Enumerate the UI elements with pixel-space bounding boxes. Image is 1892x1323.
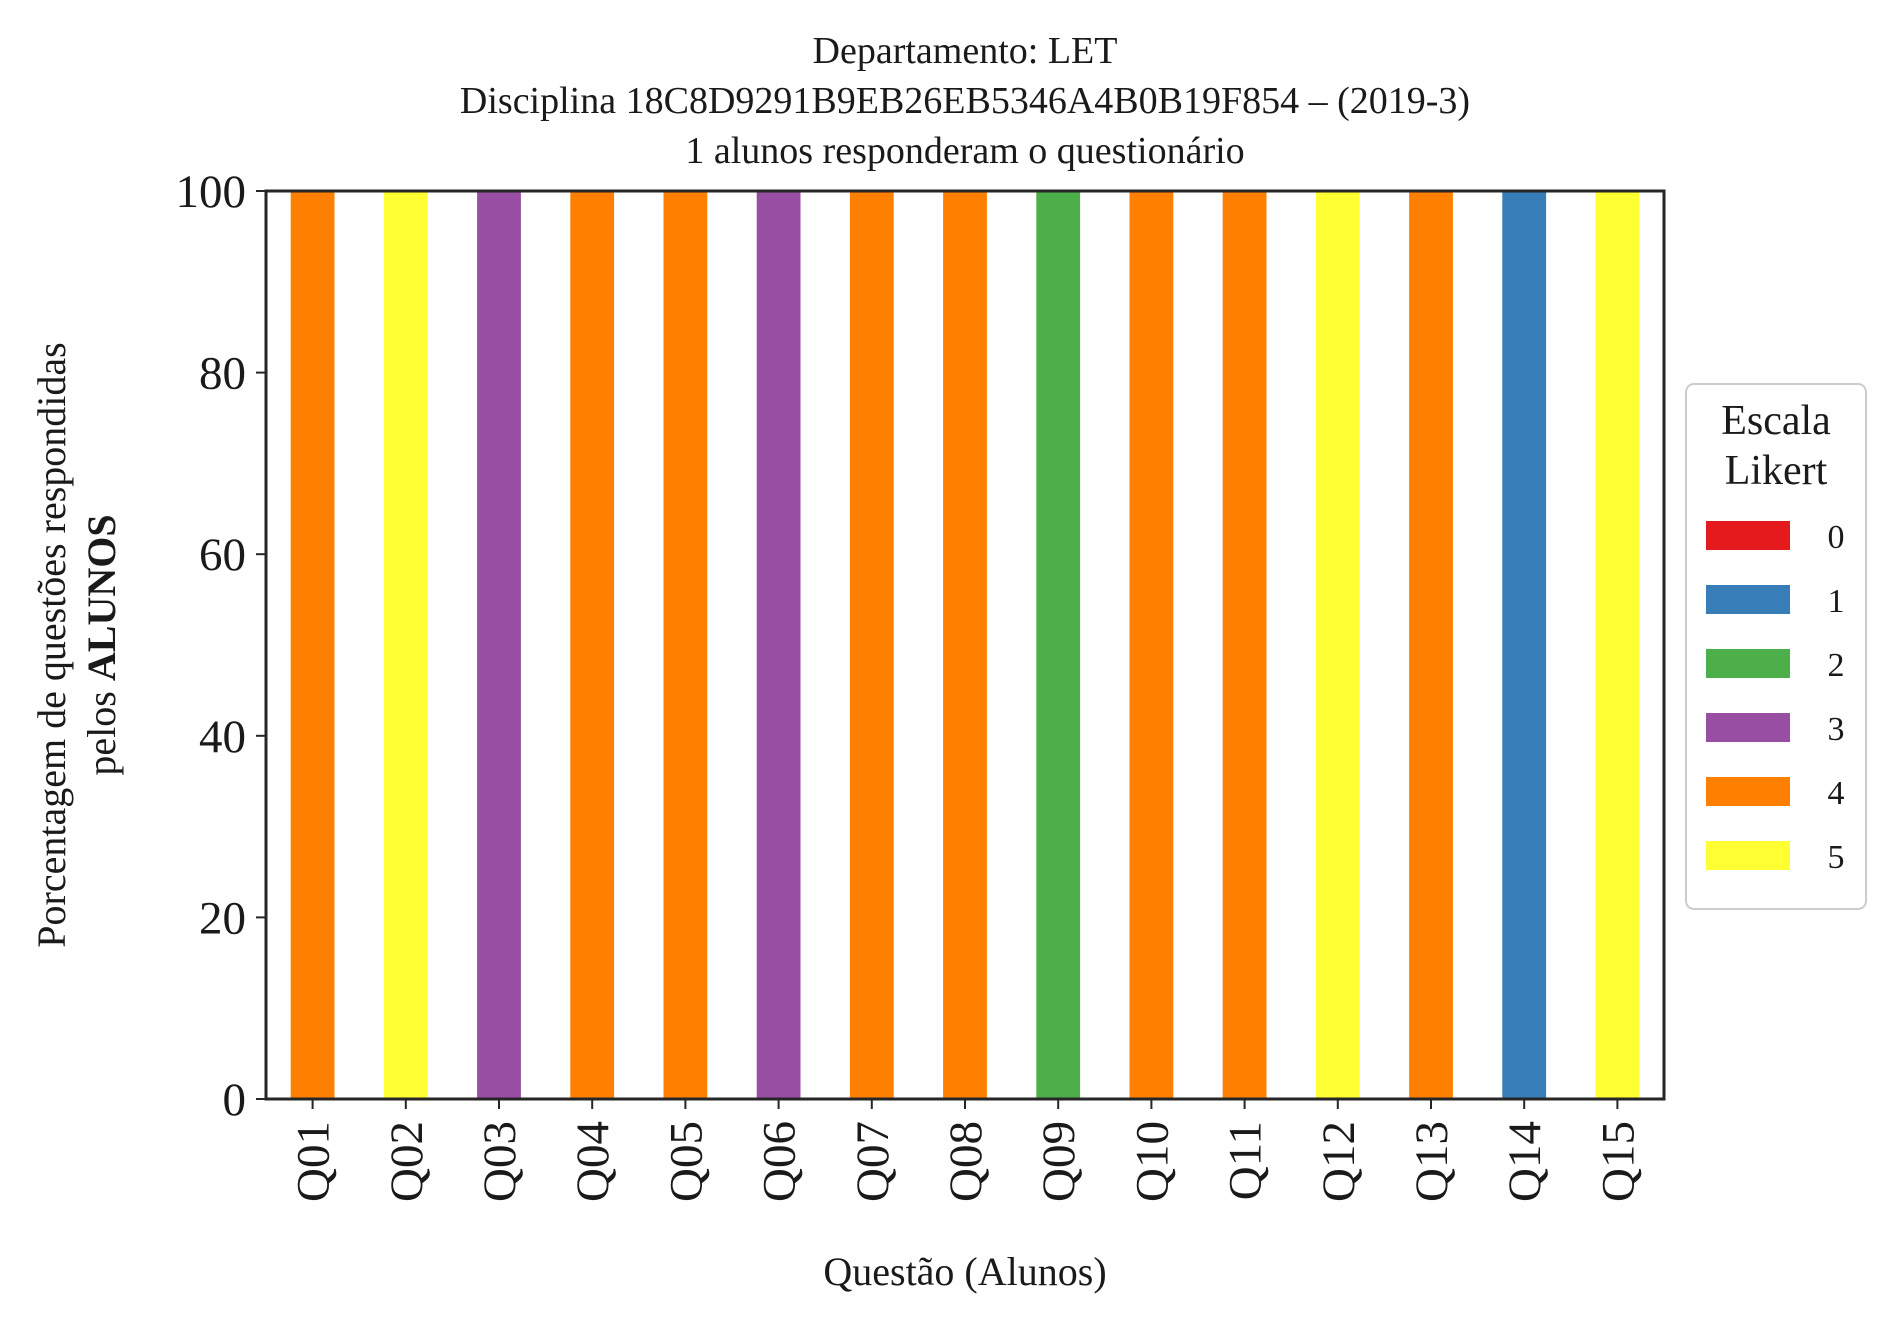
y-axis-label: Porcentagem de questões respondidas pelo…: [29, 342, 124, 947]
x-tick-label-q05: Q05: [660, 1121, 712, 1202]
y-axis-ticks: 0 20 40 60 80 100: [176, 166, 266, 1126]
bar-q14-scale-1: [1502, 191, 1547, 1099]
legend-swatch-1: [1706, 585, 1790, 614]
y-axis-label-bold: ALUNOS: [79, 514, 124, 681]
legend-swatch-3: [1706, 713, 1790, 742]
x-axis-ticks: Q01 Q02 Q03 Q04 Q05 Q06 Q07 Q08 Q09 Q10 Q11 Q12 Q13 Q…: [288, 1099, 1644, 1202]
x-tick-label-q04: Q04: [567, 1121, 619, 1202]
x-tick-label-q15: Q15: [1592, 1121, 1644, 1202]
bar-q15-scale-5: [1595, 191, 1640, 1099]
bar-q07-scale-4: [849, 191, 894, 1099]
legend-swatch-0: [1706, 521, 1790, 550]
legend-label-1: 1: [1828, 583, 1845, 620]
title-line-2: Disciplina 18C8D9291B9EB26EB5346A4B0B19F…: [460, 80, 1470, 122]
bar-q12-scale-5: [1315, 191, 1360, 1099]
y-tick-label-0: 0: [223, 1074, 247, 1126]
bar-q01-scale-4: [290, 191, 335, 1099]
bars-layer: [290, 191, 1640, 1099]
bar-q10-scale-4: [1129, 191, 1174, 1099]
y-tick-label-40: 40: [199, 711, 246, 763]
bar-q13-scale-4: [1409, 191, 1453, 1099]
bar-q02-scale-5: [383, 191, 428, 1099]
y-axis-label-prefix: pelos: [79, 681, 124, 775]
x-tick-label-q14: Q14: [1499, 1121, 1551, 1202]
x-tick-label-q08: Q08: [940, 1121, 992, 1202]
x-tick-label-q03: Q03: [474, 1121, 526, 1202]
y-axis-label-line-1: Porcentagem de questões respondidas: [29, 342, 74, 947]
chart-title: Departamento: LET Disciplina 18C8D9291B9…: [460, 30, 1470, 172]
x-tick-label-q13: Q13: [1406, 1121, 1458, 1202]
legend-label-3: 3: [1828, 711, 1845, 748]
bar-q05-scale-4: [663, 191, 708, 1099]
legend-title-line-2: Likert: [1725, 448, 1828, 494]
legend-label-4: 4: [1828, 775, 1845, 812]
x-tick-label-q11: Q11: [1220, 1121, 1272, 1200]
y-tick-label-80: 80: [199, 348, 246, 400]
x-tick-label-q07: Q07: [847, 1121, 899, 1202]
title-line-1: Departamento: LET: [813, 30, 1118, 72]
bar-q04-scale-4: [570, 191, 615, 1099]
y-tick-label-20: 20: [199, 892, 246, 944]
legend-swatch-2: [1706, 649, 1790, 678]
bar-q06-scale-3: [756, 191, 801, 1099]
legend-swatch-4: [1706, 777, 1790, 806]
x-tick-label-q02: Q02: [381, 1121, 433, 1202]
legend-items: 0 1 2 3 4 5: [1706, 519, 1845, 876]
y-tick-label-60: 60: [199, 529, 246, 581]
x-tick-label-q06: Q06: [754, 1121, 806, 1202]
x-tick-label-q01: Q01: [288, 1121, 340, 1202]
title-line-3: 1 alunos responderam o questionário: [685, 130, 1244, 172]
legend-label-2: 2: [1828, 647, 1845, 684]
legend-swatch-5: [1706, 841, 1790, 870]
y-axis-label-line-2: pelos ALUNOS: [79, 514, 124, 775]
bar-q08-scale-4: [943, 191, 987, 1099]
y-tick-label-100: 100: [176, 166, 247, 218]
bar-q03-scale-3: [477, 191, 521, 1099]
x-tick-label-q12: Q12: [1313, 1121, 1365, 1202]
bar-q11-scale-4: [1222, 191, 1267, 1099]
bar-q09-scale-2: [1036, 191, 1081, 1099]
legend: Escala Likert 0 1 2 3 4 5: [1685, 383, 1867, 910]
legend-title-line-1: Escala: [1721, 398, 1831, 444]
legend-label-5: 5: [1828, 839, 1845, 876]
x-axis-label: Questão (Alunos): [823, 1249, 1106, 1294]
x-tick-label-q10: Q10: [1126, 1121, 1178, 1202]
x-tick-label-q09: Q09: [1033, 1121, 1085, 1202]
legend-label-0: 0: [1828, 519, 1845, 556]
